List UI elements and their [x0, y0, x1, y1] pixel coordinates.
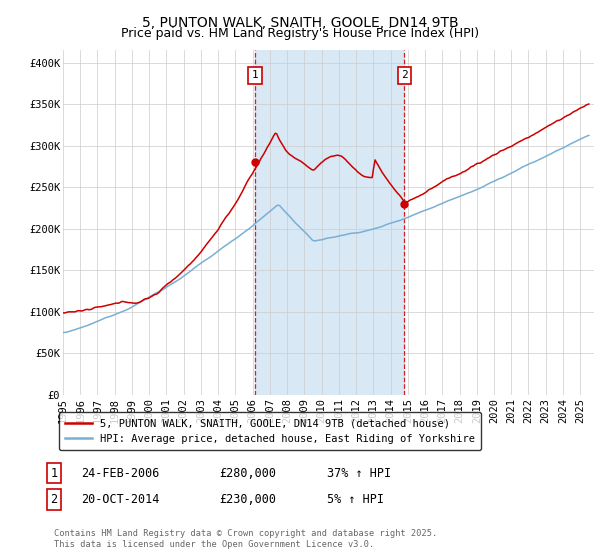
Text: 5% ↑ HPI: 5% ↑ HPI	[327, 493, 384, 506]
Text: £280,000: £280,000	[219, 466, 276, 480]
Text: Contains HM Land Registry data © Crown copyright and database right 2025.
This d: Contains HM Land Registry data © Crown c…	[54, 529, 437, 549]
Text: 20-OCT-2014: 20-OCT-2014	[81, 493, 160, 506]
Text: 1: 1	[251, 71, 259, 80]
Text: Price paid vs. HM Land Registry's House Price Index (HPI): Price paid vs. HM Land Registry's House …	[121, 27, 479, 40]
Text: £230,000: £230,000	[219, 493, 276, 506]
Bar	[255, 50, 404, 395]
Text: 5, PUNTON WALK, SNAITH, GOOLE, DN14 9TB: 5, PUNTON WALK, SNAITH, GOOLE, DN14 9TB	[142, 16, 458, 30]
Text: 2: 2	[50, 493, 58, 506]
Text: 1: 1	[50, 466, 58, 480]
Text: 37% ↑ HPI: 37% ↑ HPI	[327, 466, 391, 480]
Legend: 5, PUNTON WALK, SNAITH, GOOLE, DN14 9TB (detached house), HPI: Average price, de: 5, PUNTON WALK, SNAITH, GOOLE, DN14 9TB …	[59, 412, 481, 450]
Text: 24-FEB-2006: 24-FEB-2006	[81, 466, 160, 480]
Text: 2: 2	[401, 71, 408, 80]
